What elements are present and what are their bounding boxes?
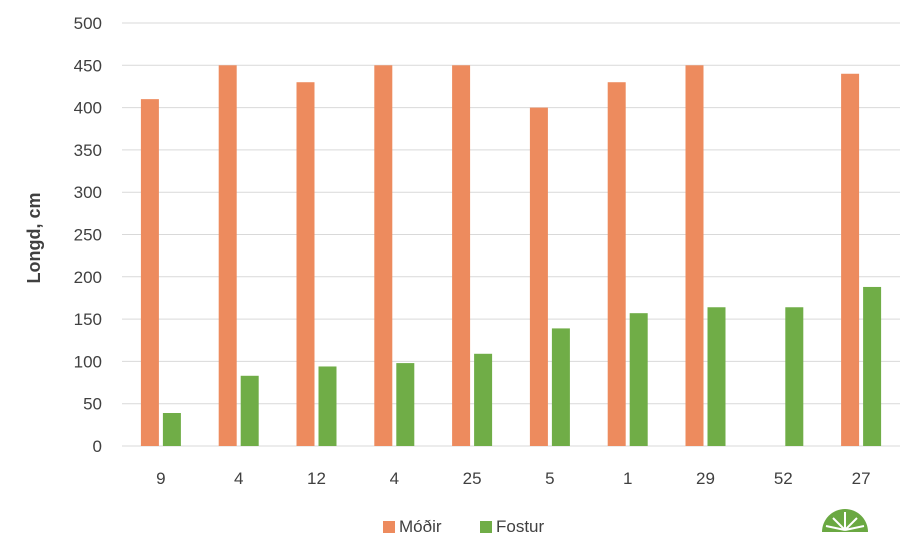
bar-móðir bbox=[140, 99, 159, 446]
bar-móðir bbox=[218, 65, 237, 447]
x-tick-label: 9 bbox=[156, 469, 165, 488]
bar-fostur bbox=[474, 353, 493, 446]
x-tick-label: 25 bbox=[463, 469, 482, 488]
y-tick-label: 100 bbox=[74, 352, 102, 371]
legend-label: Móðir bbox=[399, 517, 442, 536]
bar-fostur bbox=[629, 313, 648, 446]
y-tick-label: 450 bbox=[74, 56, 102, 75]
y-tick-label: 250 bbox=[74, 226, 102, 245]
y-tick-label: 400 bbox=[74, 99, 102, 118]
legend: Móðir Fostur bbox=[383, 517, 545, 536]
y-axis-ticks: 0 50 100 150 200 250 300 350 400 450 500 bbox=[74, 14, 102, 456]
x-tick-label: 12 bbox=[307, 469, 326, 488]
legend-label: Fostur bbox=[496, 517, 545, 536]
bar-móðir bbox=[374, 65, 393, 447]
gridlines bbox=[122, 22, 900, 447]
bar-fostur bbox=[162, 413, 181, 446]
y-tick-label: 200 bbox=[74, 268, 102, 287]
bar-fostur bbox=[318, 366, 337, 446]
bar-móðir bbox=[296, 82, 315, 446]
bar-móðir bbox=[607, 82, 626, 446]
y-tick-label: 150 bbox=[74, 310, 102, 329]
bar-fostur bbox=[785, 307, 804, 446]
y-tick-label: 0 bbox=[93, 437, 102, 456]
x-tick-label: 29 bbox=[696, 469, 715, 488]
x-tick-label: 4 bbox=[234, 469, 243, 488]
bar-fostur bbox=[240, 375, 259, 446]
legend-swatch bbox=[383, 521, 395, 533]
y-axis-label: Longd, cm bbox=[24, 193, 44, 284]
y-tick-label: 300 bbox=[74, 183, 102, 202]
bar-móðir bbox=[452, 65, 471, 447]
bar-móðir bbox=[529, 107, 548, 446]
bar-fostur bbox=[396, 363, 415, 446]
bar-móðir bbox=[841, 73, 860, 446]
x-tick-label: 52 bbox=[774, 469, 793, 488]
y-tick-label: 350 bbox=[74, 141, 102, 160]
x-axis-ticks: 9 4 12 4 25 5 1 29 52 27 bbox=[156, 469, 870, 488]
legend-swatch bbox=[480, 521, 492, 533]
x-tick-label: 27 bbox=[852, 469, 871, 488]
x-tick-label: 1 bbox=[623, 469, 632, 488]
y-tick-label: 50 bbox=[83, 395, 102, 414]
bar-fostur bbox=[707, 307, 726, 446]
y-tick-label: 500 bbox=[74, 14, 102, 33]
x-tick-label: 4 bbox=[390, 469, 399, 488]
bars bbox=[140, 65, 882, 447]
bar-fostur bbox=[551, 328, 570, 446]
x-tick-label: 5 bbox=[545, 469, 554, 488]
leaf-logo-icon bbox=[822, 509, 868, 532]
bar-móðir bbox=[685, 65, 704, 447]
bar-fostur bbox=[863, 286, 882, 446]
